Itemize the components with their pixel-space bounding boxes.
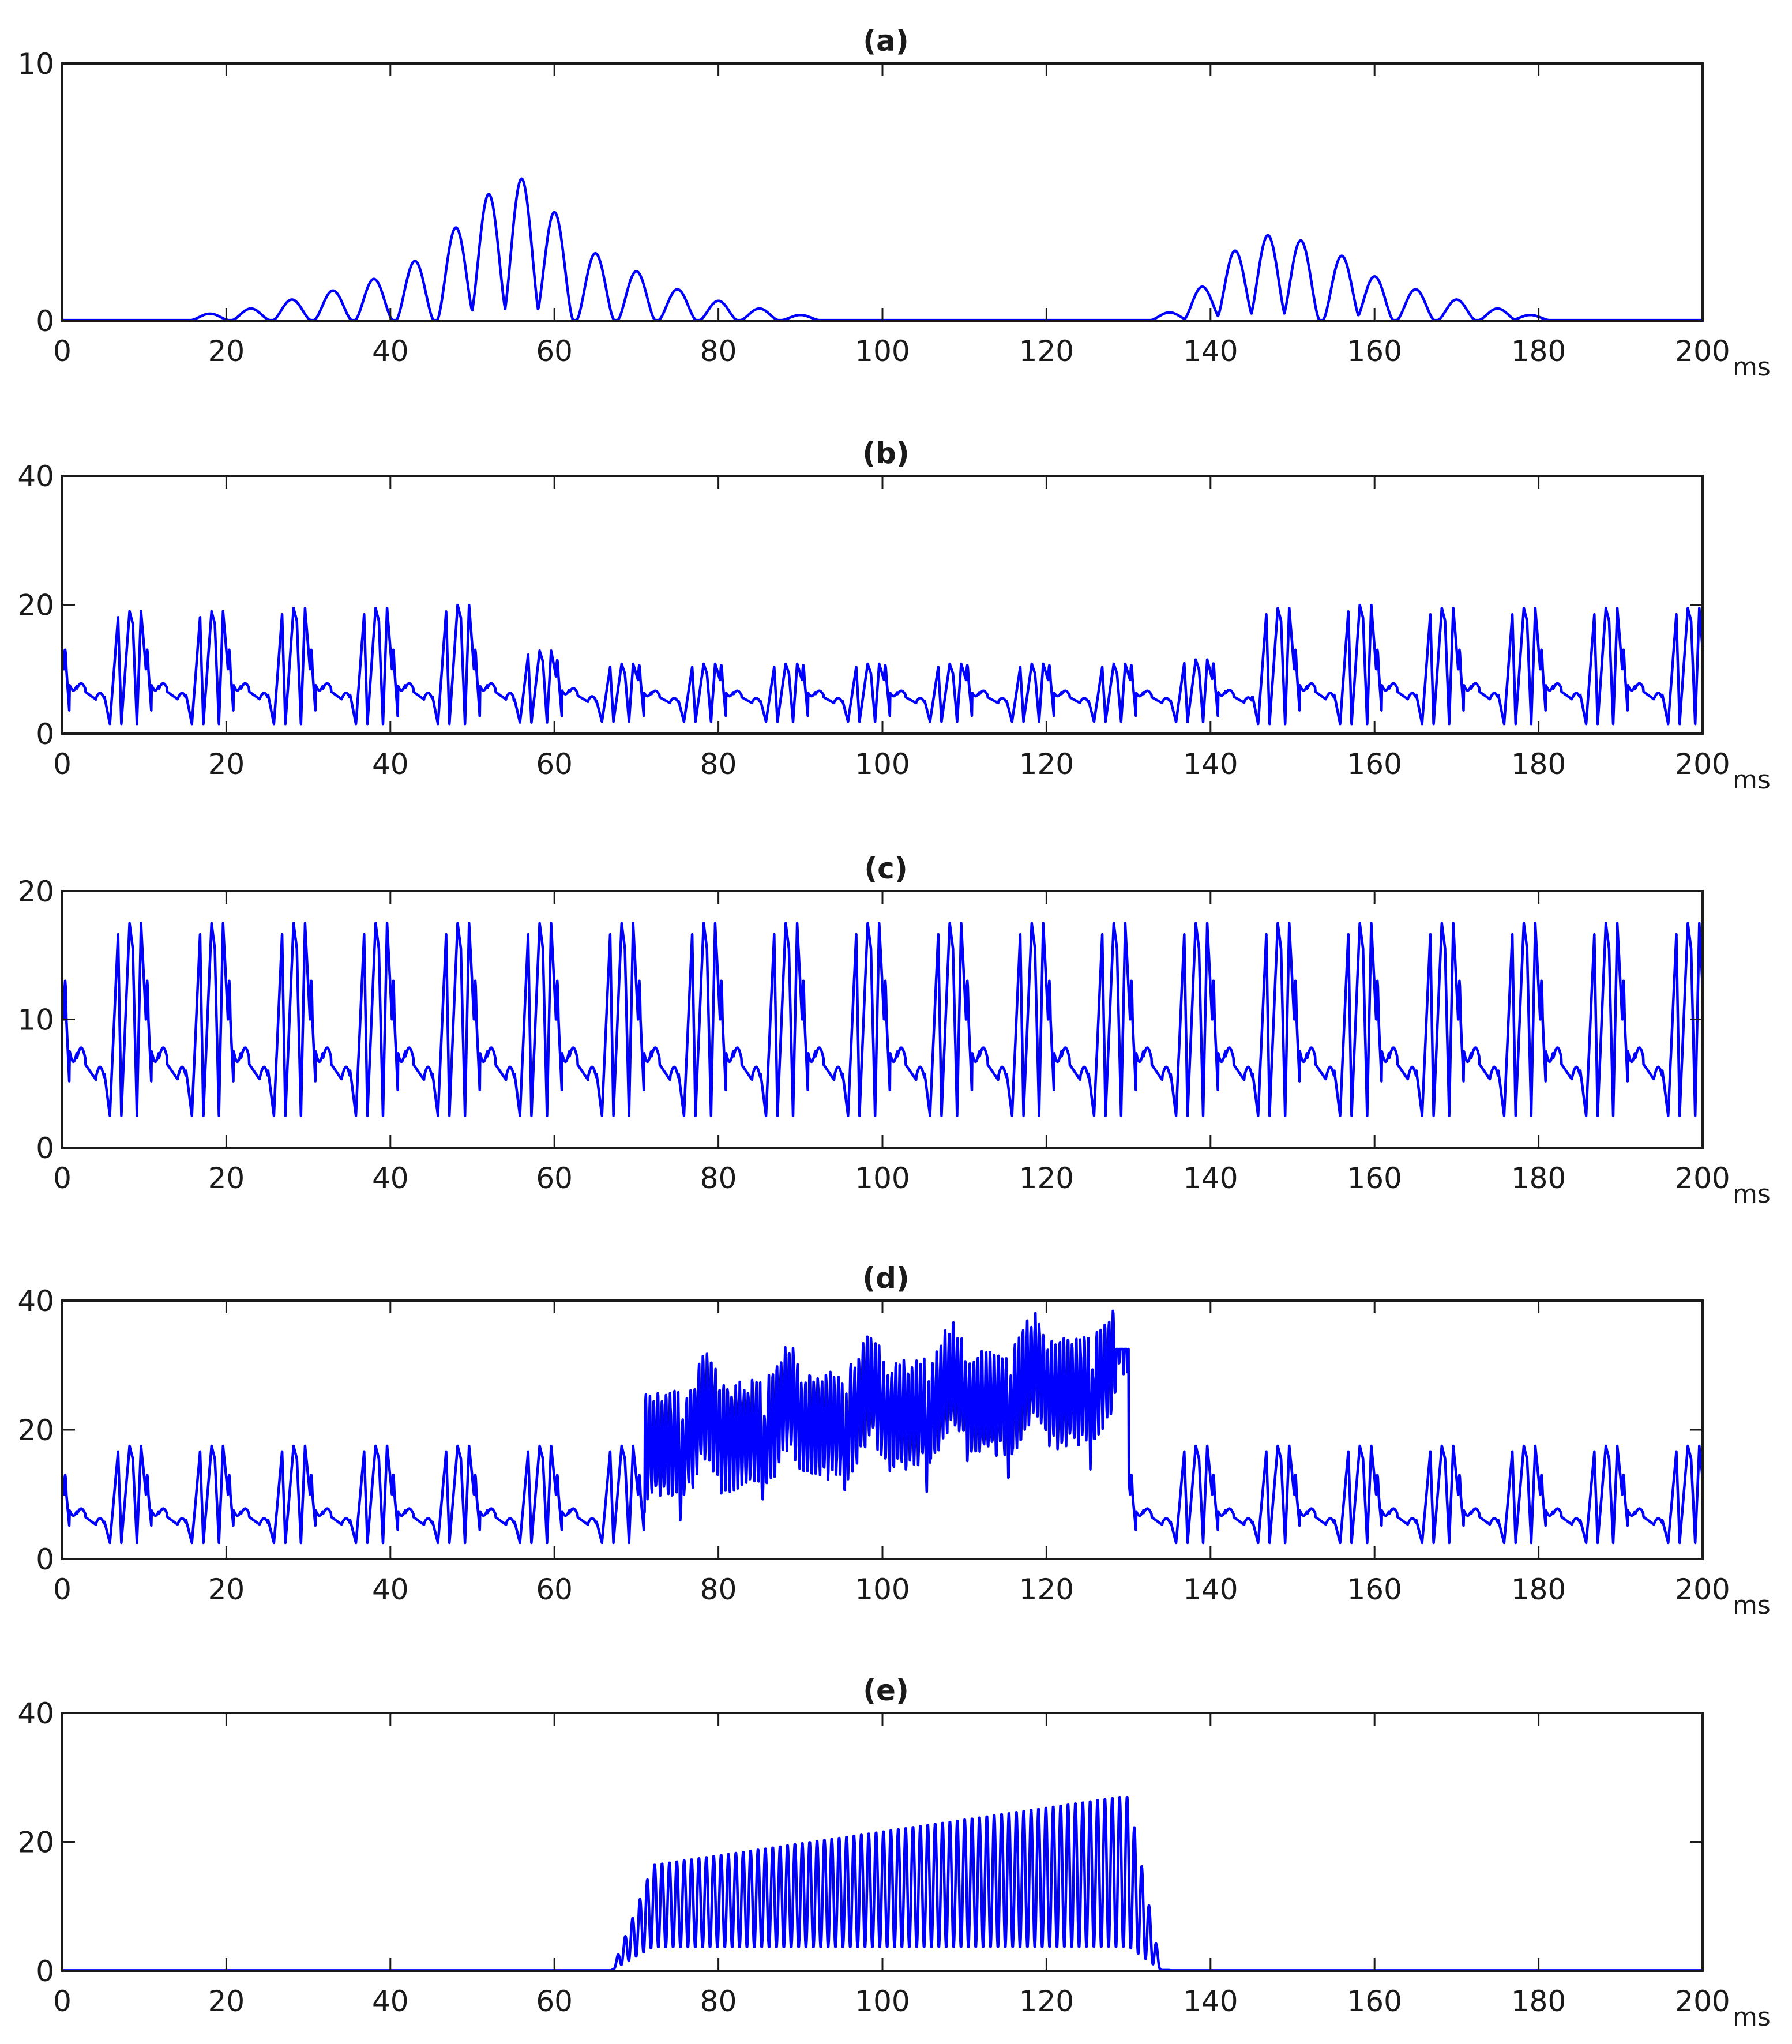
- x-tick-label: 100: [855, 335, 910, 368]
- x-tick-label: 160: [1347, 1573, 1402, 1606]
- x-tick-label: 20: [208, 335, 245, 368]
- x-tick-label: 120: [1019, 335, 1074, 368]
- signal-line-e: [61, 1795, 1704, 1972]
- x-axis-unit: ms: [1733, 352, 1771, 382]
- x-tick-label: 60: [536, 335, 573, 368]
- x-tick-label: 140: [1183, 1985, 1238, 2018]
- panel-a: 0 20 40 60 80 100 120 140 160 180 200 0 10 ms (a): [17, 24, 1770, 382]
- x-tick-label: 200: [1675, 747, 1730, 781]
- x-tick-label: 180: [1511, 1162, 1566, 1195]
- x-tick-label: 120: [1019, 1573, 1074, 1606]
- x-tick-label: 80: [700, 1985, 737, 2018]
- x-tick-label: 80: [700, 1162, 737, 1195]
- x-tick-label: 120: [1019, 1985, 1074, 2018]
- y-tick-label: 0: [36, 717, 54, 751]
- y-tick-label: 20: [17, 875, 54, 908]
- x-tick-label: 200: [1675, 335, 1730, 368]
- x-tick-label: 20: [208, 747, 245, 781]
- x-tick-label: 40: [372, 1985, 409, 2018]
- panel-c: 0 20 40 60 80 100 120 140 160 180 200 0 10 20 ms (c): [17, 852, 1770, 1209]
- y-tick-label: 40: [17, 1697, 54, 1730]
- x-tick-label: 140: [1183, 1162, 1238, 1195]
- panel-title: (c): [864, 852, 907, 885]
- x-tick-label: 200: [1675, 1573, 1730, 1606]
- x-tick-label: 40: [372, 1162, 409, 1195]
- x-tick-label: 140: [1183, 747, 1238, 781]
- y-tick-label: 40: [17, 1284, 54, 1318]
- x-tick-label: 20: [208, 1573, 245, 1606]
- x-tick-label: 0: [53, 335, 72, 368]
- x-tick-label: 0: [53, 1985, 72, 2018]
- y-tick-label: 20: [17, 1414, 54, 1447]
- x-tick-label: 160: [1347, 747, 1402, 781]
- x-tick-label: 160: [1347, 1985, 1402, 2018]
- panel-e: 0 20 40 60 80 100 120 140 160 180 200 0 20 40 ms (e): [17, 1674, 1770, 2032]
- x-tick-label: 200: [1675, 1985, 1730, 2018]
- x-tick-label: 200: [1675, 1162, 1730, 1195]
- x-tick-label: 180: [1511, 1985, 1566, 2018]
- x-tick-label: 80: [700, 335, 737, 368]
- y-tick-label: 0: [36, 305, 54, 338]
- x-tick-label: 0: [53, 747, 72, 781]
- panel-title: (a): [863, 24, 908, 58]
- panel-title: (e): [863, 1674, 909, 1707]
- y-tick-label: 10: [17, 47, 54, 81]
- x-tick-label: 0: [53, 1162, 72, 1195]
- plot-frame-b: [61, 475, 1704, 735]
- x-tick-label: 80: [700, 747, 737, 781]
- x-tick-label: 40: [372, 335, 409, 368]
- panel-b: 0 20 40 60 80 100 120 140 160 180 200 0 20 40 ms (b): [17, 437, 1770, 795]
- y-tick-label: 40: [17, 460, 54, 493]
- x-tick-label: 40: [372, 1573, 409, 1606]
- y-tick-label: 20: [17, 589, 54, 622]
- x-tick-label: 160: [1347, 1162, 1402, 1195]
- x-tick-label: 20: [208, 1985, 245, 2018]
- x-tick-label: 140: [1183, 1573, 1238, 1606]
- x-axis-unit: ms: [1733, 1591, 1771, 1620]
- panel-d: 0 20 40 60 80 100 120 140 160 180 200 0 20 40 ms (d): [17, 1261, 1770, 1620]
- y-tick-label: 0: [36, 1543, 54, 1576]
- plot-frame-a: [61, 62, 1704, 322]
- x-tick-label: 80: [700, 1573, 737, 1606]
- x-tick-label: 60: [536, 747, 573, 781]
- x-tick-label: 60: [536, 1573, 573, 1606]
- signal-line-c: [61, 922, 1704, 1117]
- signal-line-a: [62, 177, 1703, 322]
- x-axis-unit: ms: [1733, 2002, 1771, 2032]
- x-tick-label: 160: [1347, 335, 1402, 368]
- panel-title: (b): [862, 437, 910, 470]
- y-tick-label: 10: [17, 1004, 54, 1037]
- x-tick-label: 180: [1511, 1573, 1566, 1606]
- y-tick-label: 0: [36, 1132, 54, 1165]
- x-tick-label: 100: [855, 1573, 910, 1606]
- x-tick-label: 60: [536, 1985, 573, 2018]
- x-tick-label: 100: [855, 1162, 910, 1195]
- x-tick-label: 100: [855, 747, 910, 781]
- plot-frame-c: [61, 890, 1704, 1149]
- panel-title: (d): [862, 1261, 910, 1295]
- x-tick-label: 60: [536, 1162, 573, 1195]
- x-tick-label: 180: [1511, 747, 1566, 781]
- x-tick-label: 0: [53, 1573, 72, 1606]
- signal-line-d: [61, 1309, 1704, 1545]
- x-tick-label: 120: [1019, 747, 1074, 781]
- x-tick-label: 120: [1019, 1162, 1074, 1195]
- y-tick-label: 0: [36, 1955, 54, 1988]
- x-tick-label: 140: [1183, 335, 1238, 368]
- signal-line-b: [61, 603, 1704, 726]
- x-tick-label: 20: [208, 1162, 245, 1195]
- x-tick-label: 180: [1511, 335, 1566, 368]
- x-axis-unit: ms: [1733, 765, 1771, 795]
- y-tick-label: 20: [17, 1826, 54, 1859]
- x-tick-label: 40: [372, 747, 409, 781]
- x-axis-unit: ms: [1733, 1179, 1771, 1209]
- x-tick-label: 100: [855, 1985, 910, 2018]
